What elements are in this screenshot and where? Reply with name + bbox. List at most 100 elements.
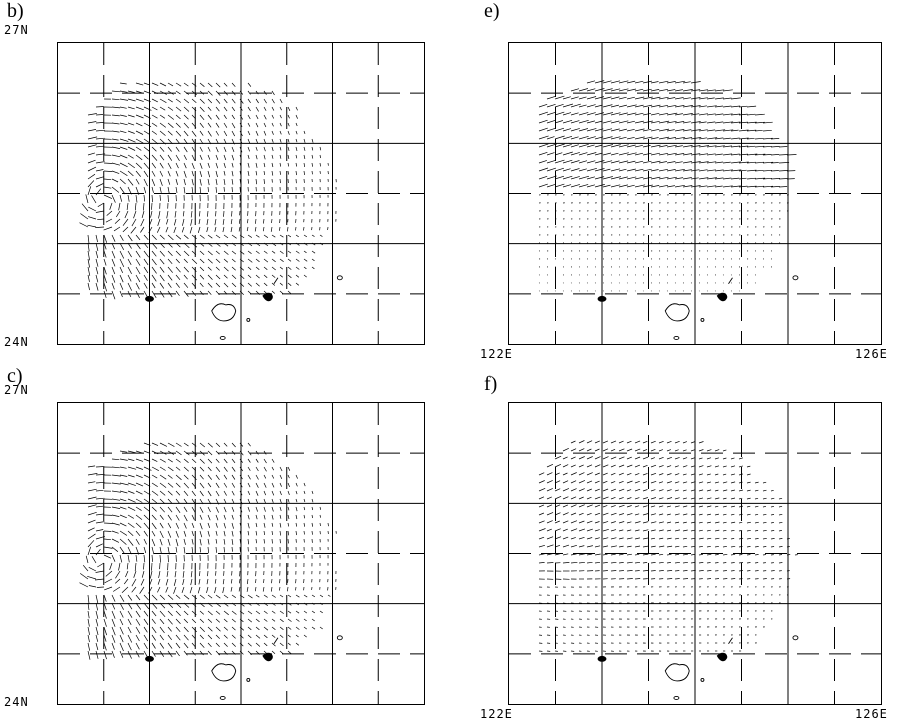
wind-vector <box>175 522 180 529</box>
wind-vector <box>151 98 158 103</box>
wind-vector <box>279 626 284 630</box>
wind-vector <box>610 80 621 84</box>
wind-vector <box>295 154 298 159</box>
wind-vector <box>674 136 686 140</box>
wind-vector <box>127 554 130 563</box>
wind-vector <box>738 570 743 572</box>
lon-label-left-f: 122E <box>480 707 513 721</box>
wind-vector <box>738 521 743 524</box>
wind-vector <box>207 466 212 472</box>
wind-vector <box>626 456 632 460</box>
wind-vector <box>175 282 180 288</box>
wind-vector <box>151 162 157 169</box>
wind-vector <box>95 474 105 476</box>
wind-vector <box>626 513 633 516</box>
wind-vector <box>215 234 221 239</box>
wind-vector <box>610 88 621 92</box>
wind-vector <box>762 513 767 516</box>
wind-vector <box>247 522 250 529</box>
wind-vector <box>762 129 772 132</box>
wind-vector <box>95 169 104 172</box>
wind-vector <box>255 634 261 639</box>
wind-vector <box>295 162 298 167</box>
wind-vector <box>223 106 228 112</box>
wind-vector <box>295 490 298 495</box>
wind-vector <box>690 537 696 540</box>
wind-vector <box>207 90 213 96</box>
wind-vector <box>698 497 704 500</box>
wind-vector <box>634 521 641 524</box>
wind-vector <box>181 586 185 594</box>
wind-vector <box>287 610 292 614</box>
wind-vector <box>175 290 180 296</box>
wind-vector <box>570 456 576 460</box>
wind-vector <box>546 463 554 468</box>
wind-vector <box>263 242 269 247</box>
wind-vector <box>223 290 228 295</box>
wind-vector <box>754 113 765 116</box>
wind-vector <box>103 178 112 181</box>
wind-vector <box>247 450 252 456</box>
wind-vector <box>303 162 306 167</box>
wind-vector <box>602 104 613 108</box>
wind-vector <box>223 146 227 152</box>
wind-vector <box>191 530 194 537</box>
wind-vector <box>730 505 735 508</box>
wind-vector <box>239 498 243 505</box>
wind-vector <box>183 482 190 489</box>
island-stroke <box>728 277 733 285</box>
wind-vector <box>191 482 197 488</box>
wind-vector <box>127 290 132 298</box>
wind-vector <box>167 154 173 161</box>
wind-vector <box>546 480 553 484</box>
wind-vector <box>151 122 158 127</box>
wind-vector <box>191 234 197 239</box>
wind-vector <box>231 602 237 607</box>
wind-vector <box>199 162 203 169</box>
wind-vector <box>183 626 189 633</box>
wind-vector <box>111 554 116 562</box>
wind-vector <box>658 440 664 444</box>
wind-vector <box>602 456 609 460</box>
wind-vector <box>311 250 316 254</box>
wind-vector <box>554 175 565 180</box>
wind-vector <box>239 594 245 599</box>
wind-vector <box>239 162 242 168</box>
wind-vector <box>586 448 592 452</box>
wind-vector <box>183 610 189 616</box>
wind-vector <box>183 514 188 522</box>
wind-vector <box>666 176 677 180</box>
wind-vector <box>143 242 149 249</box>
wind-vector <box>207 274 213 280</box>
wind-vector <box>594 160 605 164</box>
wind-vector <box>674 161 683 164</box>
wind-vector <box>207 506 211 513</box>
wind-vector <box>111 138 119 141</box>
wind-vector <box>618 456 625 460</box>
wind-vector <box>215 530 218 536</box>
wind-vector <box>722 137 731 140</box>
wind-vector <box>222 226 225 233</box>
wind-vector <box>247 610 253 615</box>
wind-vector <box>143 274 148 281</box>
wind-vector <box>279 506 282 512</box>
wind-vector <box>770 162 779 164</box>
wind-vector <box>239 98 244 104</box>
wind-vector <box>602 168 611 172</box>
wind-vector <box>626 480 633 484</box>
wind-vector <box>287 530 290 536</box>
wind-vector <box>175 642 181 649</box>
wind-vector <box>159 458 166 463</box>
wind-vector <box>191 498 196 505</box>
wind-vector <box>666 578 673 580</box>
wind-vector <box>762 121 773 124</box>
wind-vector <box>730 562 735 564</box>
wind-vector <box>167 122 174 128</box>
wind-vector <box>103 554 112 559</box>
wind-vector <box>730 521 736 524</box>
wind-vector <box>151 490 159 496</box>
wind-vector <box>279 634 284 638</box>
wind-vector <box>311 170 313 175</box>
map-frame-e <box>508 42 882 345</box>
wind-vector <box>674 529 680 532</box>
